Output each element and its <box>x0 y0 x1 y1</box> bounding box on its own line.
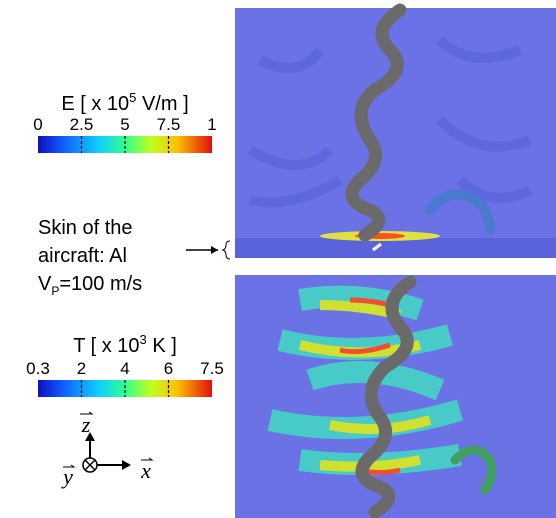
annotation-velocity: VP=100 m/s <box>38 273 142 298</box>
tick-label: 2.5 <box>70 115 94 134</box>
tick-label: 0.3 <box>26 359 50 378</box>
velocity-sub: P <box>51 284 59 298</box>
colorbar-t: T [ x 103 K ] 0.3 2 4 6 7.5 <box>26 332 224 397</box>
axis-y: y <box>61 464 73 489</box>
axes-glyph: z y x <box>61 412 152 489</box>
title-text: E [ x 10 <box>61 93 129 115</box>
colorbar-e: E [ x 105 V/m ] 0 2.5 5 7.5 1 <box>33 90 216 153</box>
axis-x: x <box>140 458 151 483</box>
title-unit: K ] <box>147 335 177 357</box>
velocity-value: =100 m/s <box>59 273 142 295</box>
tick-label: 7.5 <box>200 359 224 378</box>
title-sup: 3 <box>140 332 147 347</box>
pointer-arrowhead <box>211 246 218 254</box>
tick-label: 5 <box>120 115 129 134</box>
velocity-symbol: V <box>38 273 52 295</box>
annotation-line: aircraft: Al <box>38 245 127 267</box>
tick-label: 6 <box>164 359 173 378</box>
title-sup: 5 <box>129 90 136 105</box>
title-unit: V/m ] <box>136 93 188 115</box>
tick-label: 0 <box>33 115 42 134</box>
title-text: T [ x 10 <box>73 335 139 357</box>
tick-label: 4 <box>120 359 129 378</box>
brace <box>223 241 230 259</box>
annotation-line: Skin of the <box>38 217 133 239</box>
tick-label: 2 <box>77 359 86 378</box>
colorbar-title: E [ x 105 V/m ] <box>61 90 188 115</box>
electric-field-image <box>235 8 556 258</box>
tick-label: 1 <box>207 115 216 134</box>
tick-label: 7.5 <box>157 115 181 134</box>
colorbar-title: T [ x 103 K ] <box>73 332 177 357</box>
figure: E [ x 105 V/m ] 0 2.5 5 7.5 1 T [ x 103 K ] … <box>0 0 556 518</box>
axis-z: z <box>81 412 91 437</box>
temperature-image <box>235 275 556 518</box>
